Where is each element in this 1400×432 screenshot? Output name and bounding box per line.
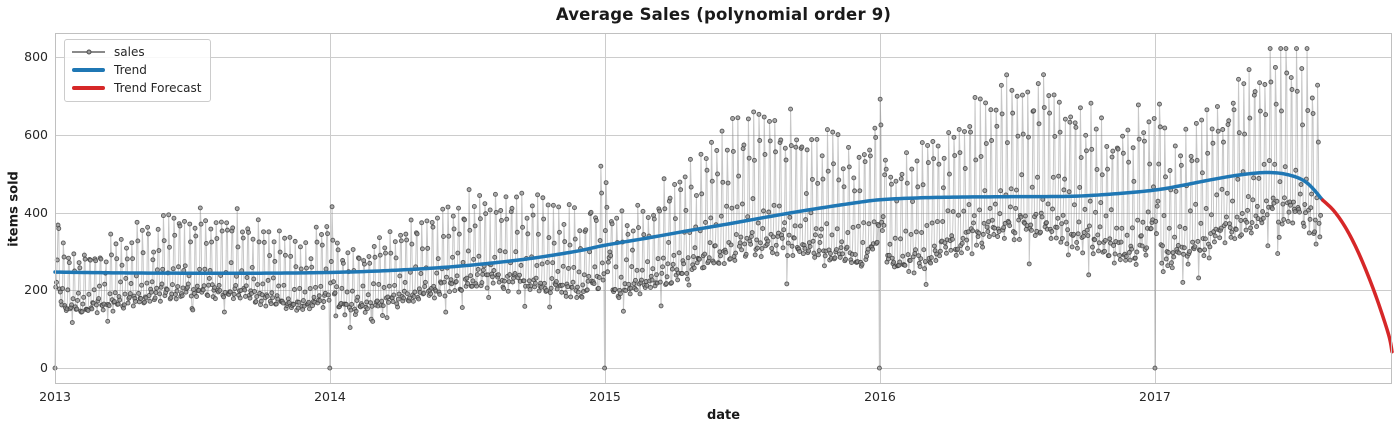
y-tick-label: 200 xyxy=(24,282,48,298)
sales-line-dot-icon xyxy=(72,49,105,55)
chart-title: Average Sales (polynomial order 9) xyxy=(555,5,892,24)
legend-label-trend: Trend xyxy=(114,63,147,77)
legend-label-sales: sales xyxy=(114,45,145,59)
y-tick-label: 800 xyxy=(24,49,48,65)
trend-line-icon xyxy=(72,68,105,72)
y-tick-label: 600 xyxy=(24,126,48,142)
legend-item-trend-forecast: Trend Forecast xyxy=(72,79,201,97)
x-tick-label: 2016 xyxy=(864,389,896,404)
x-tick-label: 2015 xyxy=(589,389,621,404)
legend-item-trend: Trend xyxy=(72,61,201,79)
trend-forecast-line-icon xyxy=(72,86,105,90)
legend: sales Trend Trend Forecast xyxy=(64,39,212,102)
x-tick-label: 2017 xyxy=(1139,389,1171,404)
x-tick-label: 2013 xyxy=(39,389,71,404)
legend-label-trend-forecast: Trend Forecast xyxy=(114,81,202,95)
legend-item-sales: sales xyxy=(72,43,201,61)
y-tick-label: 0 xyxy=(40,360,48,376)
x-tick-label: 2014 xyxy=(314,389,346,404)
y-tick-label: 400 xyxy=(24,204,48,220)
x-axis-label: date xyxy=(706,408,741,423)
